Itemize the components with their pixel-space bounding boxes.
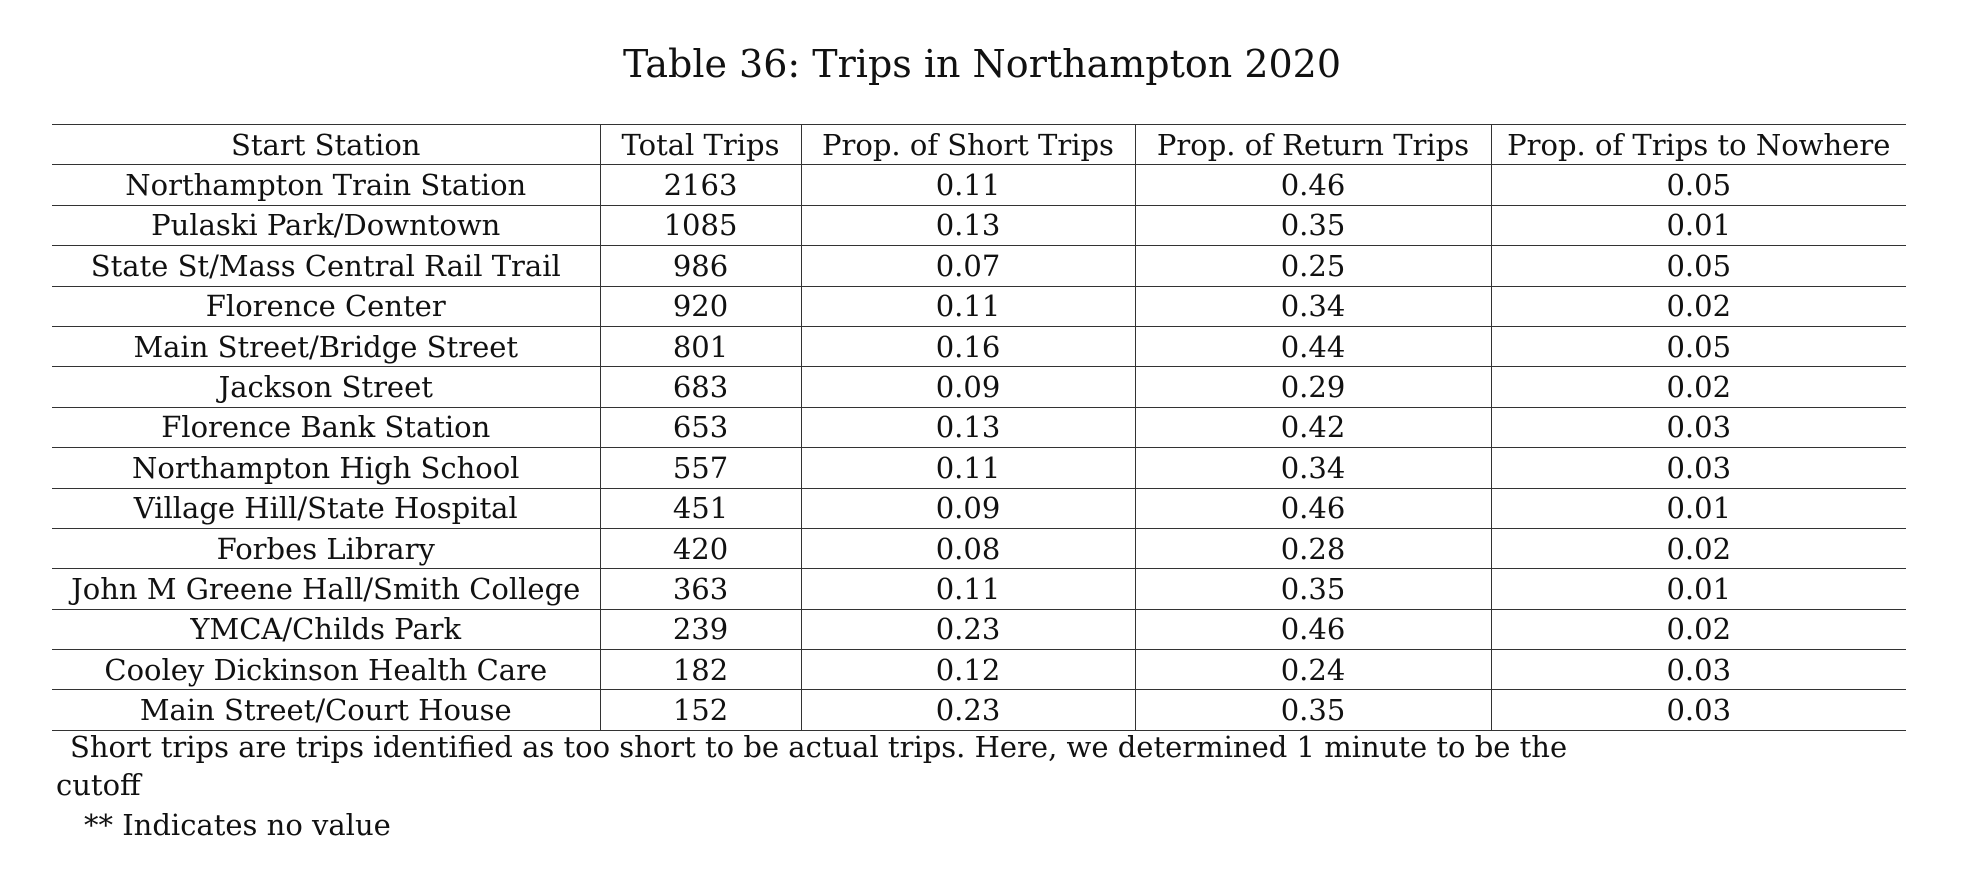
- return-trips-cell: 0.46: [1134, 608, 1492, 651]
- short-trips-cell: 0.09: [800, 487, 1136, 529]
- trips-to-nowhere-cell: 0.03: [1490, 649, 1906, 691]
- table-body: Northampton Train Station 2163 0.11 0.46…: [52, 164, 1906, 731]
- column-header-start-station: Start Station: [52, 123, 601, 166]
- return-trips-cell: 0.34: [1134, 447, 1492, 489]
- trips-to-nowhere-cell: 0.03: [1490, 447, 1906, 489]
- return-trips-cell: 0.44: [1134, 325, 1492, 368]
- station-cell: State St/Mass Central Rail Trail: [52, 245, 601, 287]
- trips-to-nowhere-cell: 0.02: [1490, 527, 1906, 570]
- station-cell: Florence Center: [52, 285, 601, 327]
- station-cell: Forbes Library: [52, 527, 601, 570]
- table-row: Cooley Dickinson Health Care 182 0.12 0.…: [52, 649, 1906, 691]
- table-row: Jackson Street 683 0.09 0.29 0.02: [52, 366, 1906, 408]
- station-cell: Pulaski Park/Downtown: [52, 204, 601, 247]
- total-trips-cell: 2163: [599, 164, 802, 206]
- short-trips-cell: 0.11: [800, 285, 1136, 327]
- return-trips-cell: 0.25: [1134, 245, 1492, 287]
- return-trips-cell: 0.35: [1134, 204, 1492, 247]
- table-row: Northampton Train Station 2163 0.11 0.46…: [52, 164, 1906, 206]
- short-trips-cell: 0.23: [800, 608, 1136, 651]
- table-row: Florence Bank Station 653 0.13 0.42 0.03: [52, 406, 1906, 449]
- table-row: John M Greene Hall/Smith College 363 0.1…: [52, 568, 1906, 610]
- trips-to-nowhere-cell: 0.03: [1490, 689, 1906, 731]
- short-trips-footnote: Short trips are trips identified as too …: [56, 730, 1568, 802]
- table-row: Main Street/Bridge Street 801 0.16 0.44 …: [52, 325, 1906, 368]
- trips-to-nowhere-cell: 0.05: [1490, 164, 1906, 206]
- short-trips-cell: 0.09: [800, 366, 1136, 408]
- table-row: Forbes Library 420 0.08 0.28 0.02: [52, 527, 1906, 570]
- total-trips-cell: 653: [599, 406, 802, 449]
- table-row: Pulaski Park/Downtown 1085 0.13 0.35 0.0…: [52, 204, 1906, 247]
- trips-to-nowhere-cell: 0.01: [1490, 204, 1906, 247]
- trips-to-nowhere-cell: 0.05: [1490, 325, 1906, 368]
- trips-to-nowhere-cell: 0.01: [1490, 568, 1906, 610]
- station-cell: Main Street/Bridge Street: [52, 325, 601, 368]
- table-row: Northampton High School 557 0.11 0.34 0.…: [52, 447, 1906, 489]
- total-trips-cell: 557: [599, 447, 802, 489]
- no-value-footnote: ** Indicates no value: [84, 808, 391, 842]
- station-cell: John M Greene Hall/Smith College: [52, 568, 601, 610]
- table-row: YMCA/Childs Park 239 0.23 0.46 0.02: [52, 608, 1906, 651]
- station-cell: Florence Bank Station: [52, 406, 601, 449]
- return-trips-cell: 0.46: [1134, 487, 1492, 529]
- table-row: Florence Center 920 0.11 0.34 0.02: [52, 285, 1906, 327]
- short-trips-cell: 0.11: [800, 447, 1136, 489]
- trips-table: Start Station Total Trips Prop. of Short…: [52, 123, 1906, 731]
- station-cell: YMCA/Childs Park: [52, 608, 601, 651]
- trips-to-nowhere-cell: 0.02: [1490, 366, 1906, 408]
- table-row: Main Street/Court House 152 0.23 0.35 0.…: [52, 689, 1906, 731]
- trips-to-nowhere-cell: 0.02: [1490, 285, 1906, 327]
- short-trips-cell: 0.13: [800, 204, 1136, 247]
- short-trips-cell: 0.13: [800, 406, 1136, 449]
- total-trips-cell: 986: [599, 245, 802, 287]
- short-trips-cell: 0.08: [800, 527, 1136, 570]
- total-trips-cell: 182: [599, 649, 802, 691]
- total-trips-cell: 363: [599, 568, 802, 610]
- short-trips-cell: 0.12: [800, 649, 1136, 691]
- header-row: Start Station Total Trips Prop. of Short…: [52, 123, 1906, 166]
- column-header-return-trips: Prop. of Return Trips: [1134, 123, 1492, 166]
- total-trips-cell: 801: [599, 325, 802, 368]
- station-cell: Northampton Train Station: [52, 164, 601, 206]
- return-trips-cell: 0.24: [1134, 649, 1492, 691]
- trips-to-nowhere-cell: 0.01: [1490, 487, 1906, 529]
- total-trips-cell: 920: [599, 285, 802, 327]
- return-trips-cell: 0.28: [1134, 527, 1492, 570]
- total-trips-cell: 420: [599, 527, 802, 570]
- total-trips-cell: 451: [599, 487, 802, 529]
- return-trips-cell: 0.34: [1134, 285, 1492, 327]
- column-header-short-trips: Prop. of Short Trips: [800, 123, 1136, 166]
- total-trips-cell: 152: [599, 689, 802, 731]
- station-cell: Main Street/Court House: [52, 689, 601, 731]
- short-trips-cell: 0.11: [800, 164, 1136, 206]
- station-cell: Cooley Dickinson Health Care: [52, 649, 601, 691]
- trips-to-nowhere-cell: 0.02: [1490, 608, 1906, 651]
- short-trips-cell: 0.07: [800, 245, 1136, 287]
- trips-to-nowhere-cell: 0.03: [1490, 406, 1906, 449]
- return-trips-cell: 0.35: [1134, 568, 1492, 610]
- total-trips-cell: 239: [599, 608, 802, 651]
- station-cell: Northampton High School: [52, 447, 601, 489]
- return-trips-cell: 0.42: [1134, 406, 1492, 449]
- trips-to-nowhere-cell: 0.05: [1490, 245, 1906, 287]
- short-trips-cell: 0.23: [800, 689, 1136, 731]
- table-notes: Short trips are trips identified as too …: [56, 728, 1590, 844]
- return-trips-cell: 0.35: [1134, 689, 1492, 731]
- table-row: State St/Mass Central Rail Trail 986 0.0…: [52, 245, 1906, 287]
- return-trips-cell: 0.29: [1134, 366, 1492, 408]
- station-cell: Village Hill/State Hospital: [52, 487, 601, 529]
- column-header-total-trips: Total Trips: [599, 123, 802, 166]
- return-trips-cell: 0.46: [1134, 164, 1492, 206]
- station-cell: Jackson Street: [52, 366, 601, 408]
- column-header-trips-to-nowhere: Prop. of Trips to Nowhere: [1490, 123, 1906, 166]
- short-trips-cell: 0.11: [800, 568, 1136, 610]
- total-trips-cell: 1085: [599, 204, 802, 247]
- table-row: Village Hill/State Hospital 451 0.09 0.4…: [52, 487, 1906, 529]
- short-trips-cell: 0.16: [800, 325, 1136, 368]
- total-trips-cell: 683: [599, 366, 802, 408]
- table-caption: Table 36: Trips in Northampton 2020: [622, 42, 1342, 86]
